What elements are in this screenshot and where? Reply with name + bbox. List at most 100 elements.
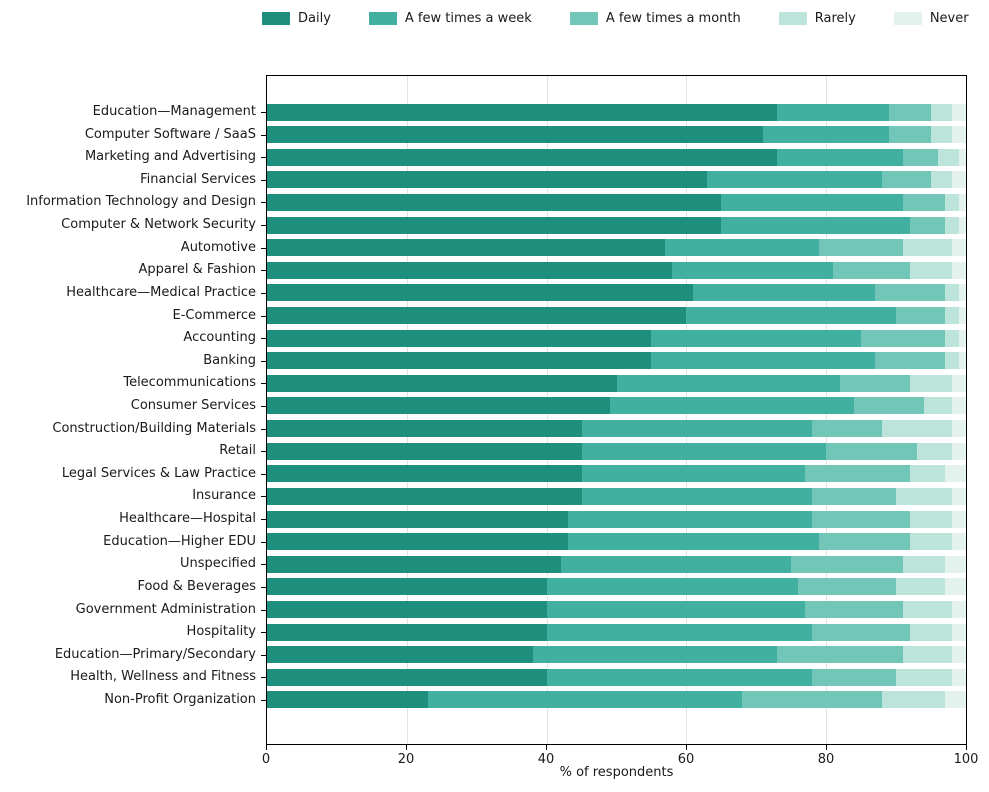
y-axis-label: Information Technology and Design	[26, 194, 256, 210]
y-axis-tick	[261, 225, 266, 227]
bar-segment-a-few-times-a-week	[581, 465, 806, 483]
y-axis-tick	[261, 496, 266, 498]
bar-segment-never	[945, 555, 966, 573]
bar-row	[267, 465, 966, 483]
bar-segment-never	[945, 691, 966, 709]
bar-segment-never	[951, 420, 966, 438]
bar-segment-daily	[267, 487, 582, 505]
y-axis-label: Telecommunications	[123, 375, 256, 391]
y-axis-label: Food & Beverages	[137, 578, 256, 594]
legend-swatch-icon	[893, 12, 922, 25]
bar-segment-a-few-times-a-month	[812, 623, 911, 641]
bar-segment-a-few-times-a-week	[651, 329, 862, 347]
bar-segment-daily	[267, 352, 652, 370]
bar-segment-rarely	[910, 261, 952, 279]
y-axis-tick	[261, 586, 266, 588]
y-axis-label: Health, Wellness and Fitness	[70, 669, 256, 685]
bar-segment-rarely	[945, 307, 959, 325]
bar-segment-a-few-times-a-month	[826, 442, 918, 460]
bar-segment-a-few-times-a-week	[560, 555, 792, 573]
bar-segment-a-few-times-a-week	[616, 374, 841, 392]
bar-segment-a-few-times-a-month	[805, 601, 904, 619]
bar-segment-never	[952, 601, 966, 619]
bar-segment-never	[952, 103, 966, 121]
y-axis-tick	[261, 157, 266, 159]
bar-segment-never	[952, 510, 966, 528]
bar-segment-daily	[267, 171, 708, 189]
x-axis-tick	[966, 745, 967, 750]
y-axis-label: Retail	[219, 443, 256, 459]
legend-label: A few times a week	[404, 11, 532, 26]
bar-segment-rarely	[910, 374, 952, 392]
y-axis-label: Education—Primary/Secondary	[54, 646, 256, 662]
bar-segment-daily	[267, 510, 568, 528]
bar-segment-rarely	[903, 239, 952, 257]
bar-segment-never	[958, 193, 966, 211]
legend-label: Never	[929, 11, 969, 26]
bar-segment-a-few-times-a-month	[812, 487, 897, 505]
bar-segment-never	[951, 397, 966, 415]
y-axis-label: Insurance	[192, 488, 256, 504]
bar-row	[267, 691, 966, 709]
bar-segment-never	[958, 352, 966, 370]
bar-row	[267, 646, 966, 664]
x-axis-tick-label: 80	[817, 752, 835, 767]
bar-segment-daily	[267, 623, 547, 641]
y-axis-tick	[261, 112, 266, 113]
bar-segment-daily	[267, 329, 652, 347]
bar-segment-daily	[267, 533, 568, 551]
bar-segment-a-few-times-a-month	[840, 374, 911, 392]
y-axis-tick	[261, 519, 266, 521]
bar-segment-a-few-times-a-week	[721, 193, 904, 211]
bar-segment-daily	[267, 193, 722, 211]
bar-segment-never	[958, 284, 966, 302]
y-axis-label: Government Administration	[75, 601, 256, 617]
bar-segment-rarely	[910, 533, 952, 551]
bar-segment-never	[951, 533, 966, 551]
bar-segment-a-few-times-a-week	[686, 307, 897, 325]
bar-segment-rarely	[931, 171, 952, 189]
bar-row	[267, 193, 966, 211]
bar-segment-rarely	[931, 126, 952, 144]
y-axis-label: Healthcare—Medical Practice	[66, 284, 256, 300]
legend-item-never: Never	[893, 11, 969, 26]
bar-segment-a-few-times-a-month	[812, 420, 883, 438]
y-axis-tick	[261, 202, 266, 204]
y-axis-label: Hospitality	[186, 624, 256, 640]
bar-segment-daily	[267, 668, 547, 686]
bar-row	[267, 261, 966, 279]
bar-segment-rarely	[931, 103, 952, 121]
bar-segment-a-few-times-a-week	[651, 352, 876, 370]
y-axis-tick	[261, 360, 266, 362]
bar-row	[267, 510, 966, 528]
bar-segment-a-few-times-a-week	[546, 578, 799, 596]
bar-segment-rarely	[896, 487, 952, 505]
bar-row	[267, 171, 966, 189]
bar-row	[267, 239, 966, 257]
bar-segment-daily	[267, 555, 561, 573]
bar-segment-a-few-times-a-week	[546, 668, 813, 686]
bar-segment-a-few-times-a-month	[833, 261, 911, 279]
bar-segment-daily	[267, 374, 617, 392]
legend-label: Daily	[298, 11, 331, 26]
bar-row	[267, 487, 966, 505]
bar-segment-never	[951, 261, 966, 279]
bar-row	[267, 126, 966, 144]
y-axis-label: Unspecified	[180, 556, 256, 572]
bar-segment-daily	[267, 442, 582, 460]
bar-segment-rarely	[903, 555, 945, 573]
bar-segment-a-few-times-a-month	[875, 352, 945, 370]
y-axis-label: Healthcare—Hospital	[119, 511, 256, 527]
bar-segment-daily	[267, 578, 547, 596]
bar-row	[267, 442, 966, 460]
bar-segment-never	[945, 578, 966, 596]
y-axis-label: Consumer Services	[130, 397, 256, 413]
bar-segment-a-few-times-a-week	[777, 103, 890, 121]
bar-segment-daily	[267, 239, 666, 257]
bar-segment-a-few-times-a-month	[742, 691, 883, 709]
bar-segment-a-few-times-a-week	[546, 623, 813, 641]
bar-segment-daily	[267, 284, 694, 302]
bar-segment-a-few-times-a-month	[812, 668, 897, 686]
y-axis-tick	[261, 473, 266, 475]
bar-segment-rarely	[896, 578, 945, 596]
